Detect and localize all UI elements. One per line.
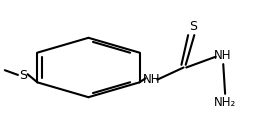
Text: NH: NH	[214, 49, 231, 62]
Text: NH: NH	[143, 73, 160, 86]
Text: S: S	[189, 21, 197, 33]
Text: S: S	[19, 69, 27, 82]
Text: NH₂: NH₂	[214, 96, 236, 109]
